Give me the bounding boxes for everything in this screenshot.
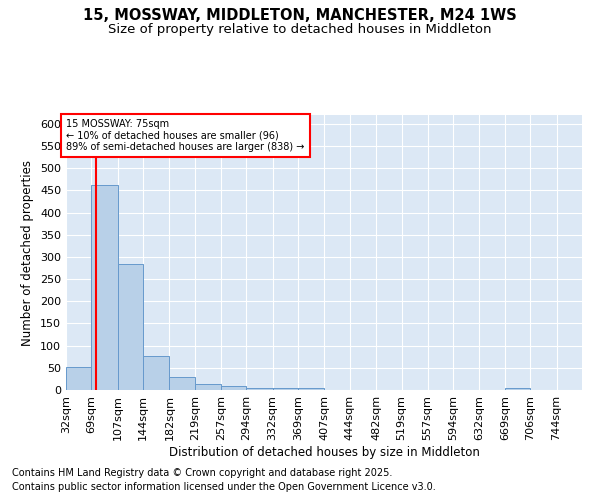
Bar — [143, 356, 169, 390]
Bar — [118, 264, 143, 390]
Text: 15, MOSSWAY, MIDDLETON, MANCHESTER, M24 1WS: 15, MOSSWAY, MIDDLETON, MANCHESTER, M24 … — [83, 8, 517, 22]
Bar — [247, 388, 272, 390]
Text: Contains public sector information licensed under the Open Government Licence v3: Contains public sector information licen… — [12, 482, 436, 492]
Text: Size of property relative to detached houses in Middleton: Size of property relative to detached ho… — [108, 22, 492, 36]
Bar — [221, 386, 247, 390]
Text: Contains HM Land Registry data © Crown copyright and database right 2025.: Contains HM Land Registry data © Crown c… — [12, 468, 392, 477]
Bar — [505, 388, 530, 390]
X-axis label: Distribution of detached houses by size in Middleton: Distribution of detached houses by size … — [169, 446, 479, 458]
Bar — [298, 388, 325, 390]
Bar — [91, 184, 118, 390]
Y-axis label: Number of detached properties: Number of detached properties — [22, 160, 34, 346]
Bar — [169, 376, 195, 390]
Text: 15 MOSSWAY: 75sqm
← 10% of detached houses are smaller (96)
89% of semi-detached: 15 MOSSWAY: 75sqm ← 10% of detached hous… — [67, 119, 305, 152]
Bar — [195, 384, 221, 390]
Bar — [66, 367, 91, 390]
Bar — [272, 388, 298, 390]
